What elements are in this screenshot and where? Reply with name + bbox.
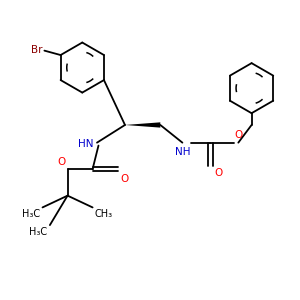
Text: H₃C: H₃C xyxy=(22,209,40,219)
Text: HN: HN xyxy=(78,139,94,149)
Text: O: O xyxy=(235,130,243,140)
Text: NH: NH xyxy=(175,147,190,157)
Text: H₃C: H₃C xyxy=(29,226,47,237)
Text: CH₃: CH₃ xyxy=(95,209,113,219)
Text: O: O xyxy=(58,157,66,167)
Polygon shape xyxy=(125,122,160,128)
Text: O: O xyxy=(214,168,222,178)
Text: Br: Br xyxy=(32,45,43,55)
Text: O: O xyxy=(120,174,128,184)
